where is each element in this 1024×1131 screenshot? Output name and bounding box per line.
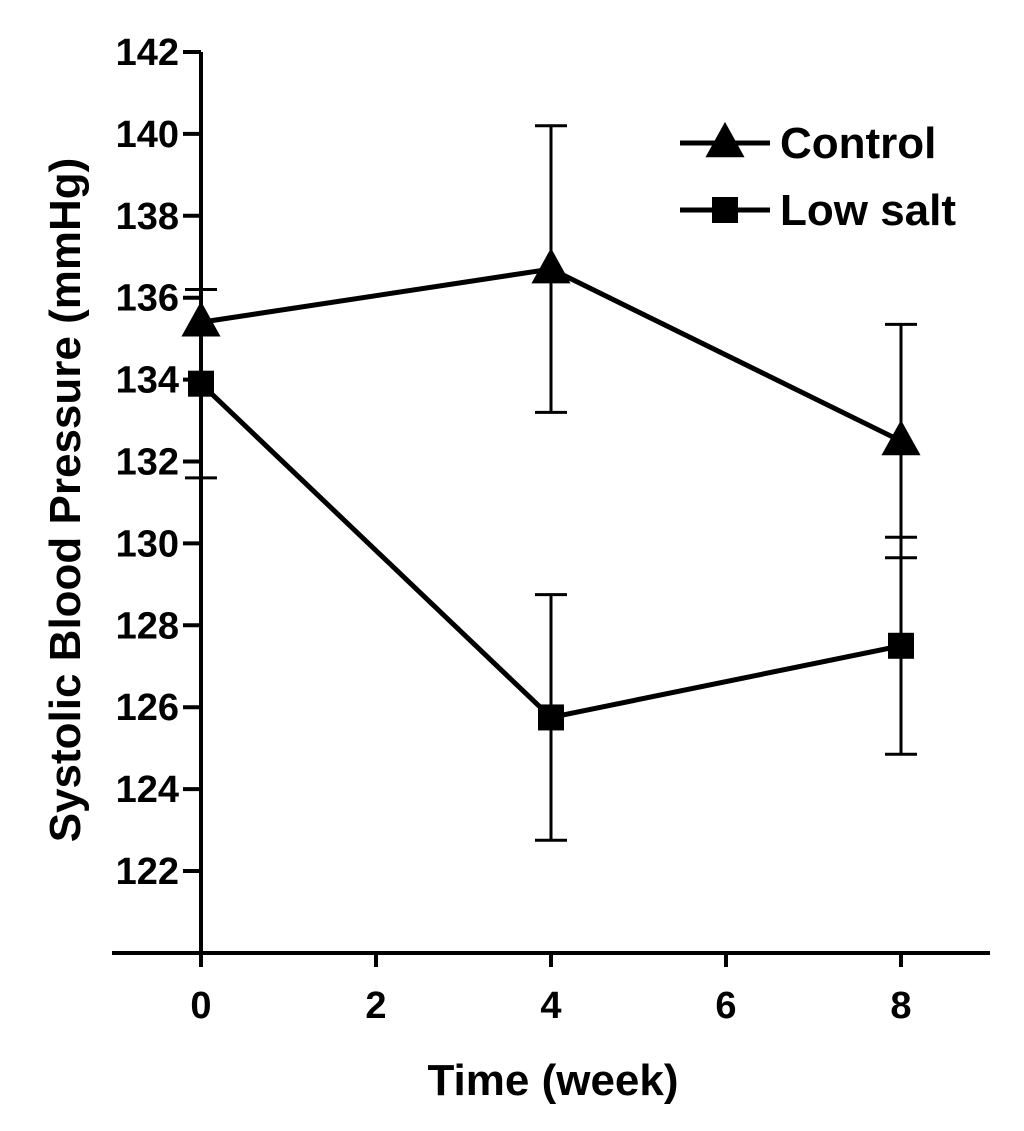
legend-item-low-salt: Low salt — [680, 186, 956, 235]
data-point — [531, 247, 571, 284]
axes: 0 2 4 6 8 122 124 126 128 130 132 134 136 138 140 142 — [112, 32, 990, 1027]
legend-marker — [712, 197, 738, 223]
x-axis-title: Time (week) — [427, 1056, 678, 1105]
x-tick-label: 4 — [540, 985, 561, 1027]
x-tick-label: 8 — [890, 985, 911, 1027]
y-tick-label: 134 — [116, 360, 179, 402]
series-control — [181, 124, 921, 560]
series-low-salt — [185, 288, 917, 842]
legend: Control Low salt — [680, 119, 956, 235]
y-tick-label: 122 — [116, 851, 179, 893]
data-point — [881, 419, 921, 456]
data-point — [538, 704, 564, 731]
y-tick-label: 128 — [116, 605, 179, 647]
y-tick-label: 132 — [116, 442, 179, 484]
y-tick-label: 138 — [116, 196, 179, 238]
x-tick-label: 0 — [190, 985, 211, 1027]
series-layer — [181, 124, 921, 842]
legend-label: Low salt — [780, 186, 956, 235]
legend-item-control: Control — [680, 119, 936, 168]
legend-label: Control — [780, 119, 936, 168]
y-tick-label: 142 — [116, 32, 179, 74]
y-tick-label: 124 — [116, 769, 179, 811]
x-tick-label: 2 — [365, 985, 386, 1027]
y-axis-title: Systolic Blood Pressure (mmHg) — [41, 158, 90, 843]
x-tick-label: 6 — [715, 985, 736, 1027]
legend-marker — [705, 121, 745, 158]
y-tick-label: 140 — [116, 114, 179, 156]
y-tick-label: 136 — [116, 278, 179, 320]
y-tick-label: 130 — [116, 523, 179, 565]
data-point — [188, 370, 214, 397]
data-point — [888, 632, 914, 659]
y-tick-label: 126 — [116, 687, 179, 729]
